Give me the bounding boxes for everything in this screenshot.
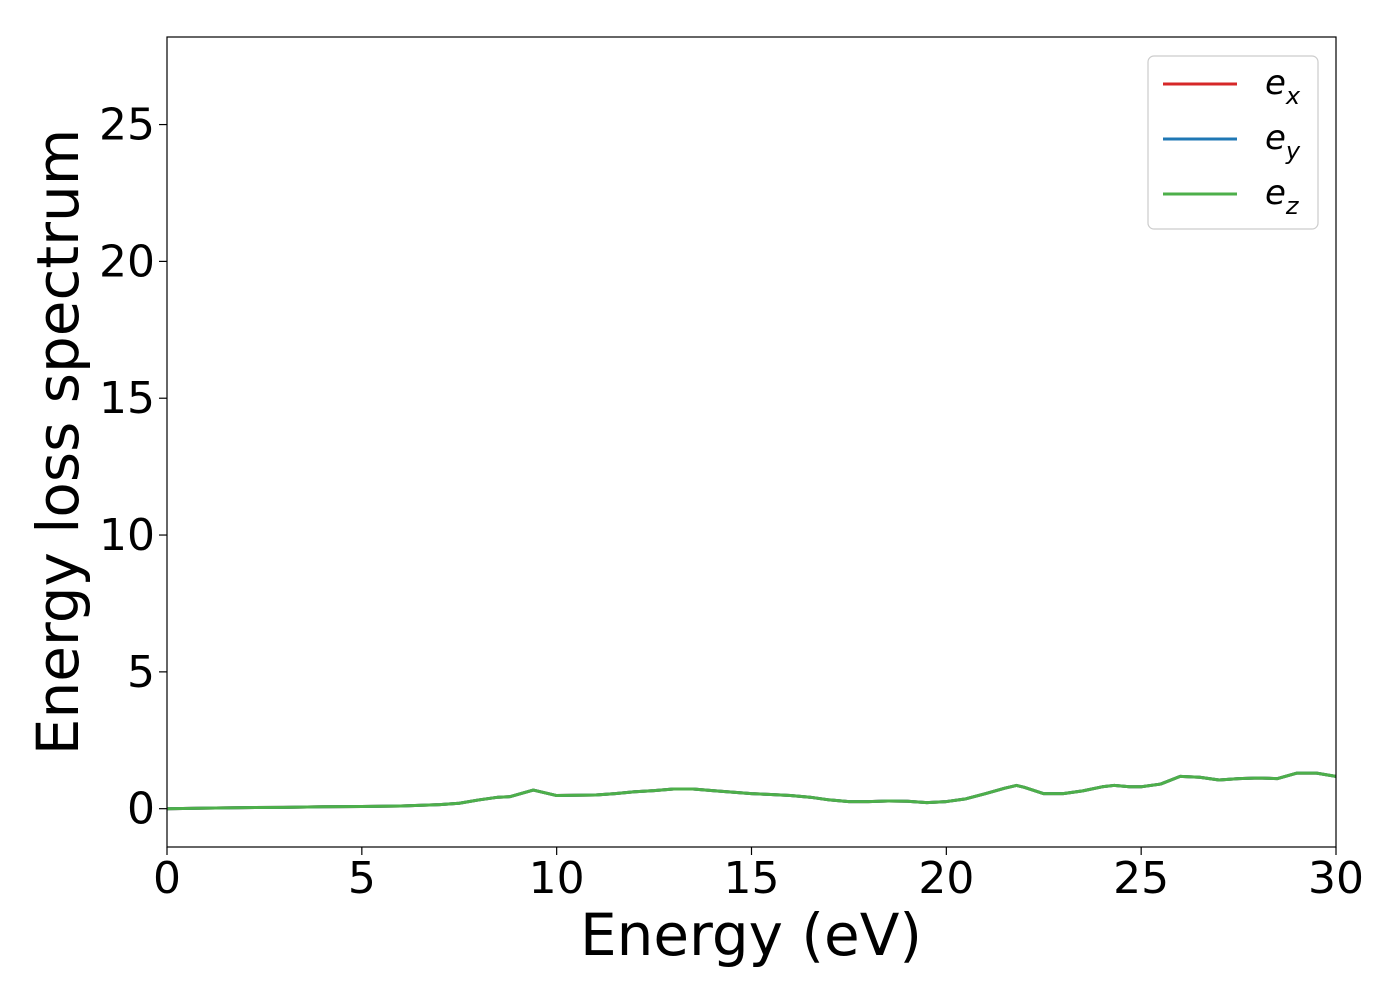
series-line-z — [167, 771, 1336, 811]
x-tick-label: 0 — [153, 853, 181, 904]
x-axis-title: Energy (eV) — [580, 901, 922, 969]
legend-label-z: ez — [1265, 173, 1300, 220]
series-line-x — [167, 771, 1336, 811]
y-axis-title: Energy loss spectrum — [24, 129, 92, 755]
x-axis: 0 5 10 15 20 25 30 — [153, 847, 1364, 904]
x-tick-label: 20 — [918, 853, 974, 904]
x-tick-label: 10 — [529, 853, 585, 904]
x-tick-label: 25 — [1113, 853, 1169, 904]
legend-label-y: ey — [1265, 118, 1301, 165]
legend-label-base: e — [1265, 63, 1286, 103]
legend-label-subscript: z — [1285, 192, 1300, 220]
y-tick-label: 15 — [99, 373, 155, 424]
x-tick-label: 15 — [724, 853, 780, 904]
legend-label-base: e — [1265, 118, 1286, 158]
legend-label-subscript: y — [1285, 137, 1301, 165]
y-tick-label: 5 — [127, 647, 155, 698]
y-tick-label: 20 — [99, 236, 155, 287]
legend-label-base: e — [1265, 173, 1286, 213]
x-tick-label: 30 — [1308, 853, 1364, 904]
legend-label-subscript: x — [1285, 82, 1301, 110]
series-line-y — [167, 771, 1336, 811]
y-tick-label: 25 — [99, 100, 155, 151]
legend-box — [1147, 55, 1319, 230]
legend-label-x: ex — [1265, 63, 1301, 110]
y-axis: 0 5 10 15 20 25 — [99, 100, 167, 835]
y-tick-label: 0 — [127, 784, 155, 835]
x-tick-label: 5 — [348, 853, 376, 904]
y-tick-label: 10 — [99, 510, 155, 561]
